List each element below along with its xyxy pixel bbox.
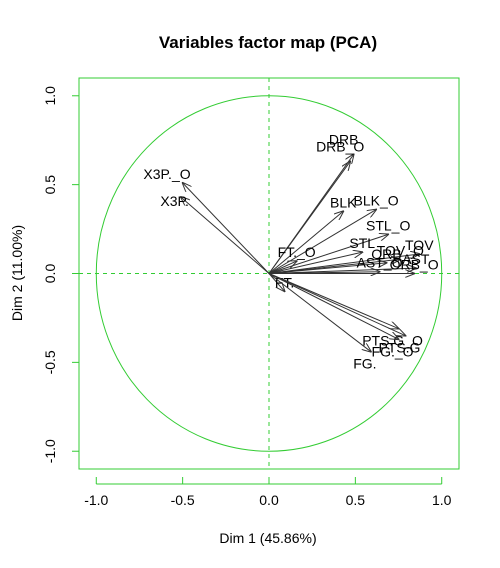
label-orb-o: ORB_O bbox=[390, 257, 439, 273]
label-x3p-o: X3P._O bbox=[143, 166, 190, 182]
y-tick-label: 0.5 bbox=[42, 175, 58, 195]
label-ft-o: FT._O bbox=[278, 244, 316, 260]
x-tick-label: -0.5 bbox=[171, 492, 195, 508]
arrow-x3p bbox=[181, 197, 270, 274]
arrow-ft-o bbox=[268, 261, 297, 274]
label-tov-o: TOV_O bbox=[377, 242, 424, 258]
label-stl-o: STL_O bbox=[366, 217, 410, 233]
arrow-ft bbox=[268, 273, 285, 292]
y-tick-label: -1.0 bbox=[42, 439, 58, 463]
y-tick-label: -0.5 bbox=[42, 350, 58, 374]
arrow-stl bbox=[268, 252, 362, 274]
x-tick-label: 0.0 bbox=[259, 492, 279, 508]
arrow-x3p-o bbox=[183, 183, 270, 274]
label-drb: DRB bbox=[329, 131, 359, 147]
x-tick-label: 0.5 bbox=[346, 492, 366, 508]
arrow-orb bbox=[268, 263, 386, 274]
y-axis-label: Dim 2 (11.00%) bbox=[9, 225, 25, 321]
arrow-pts-g bbox=[268, 273, 405, 336]
label-stl: STL bbox=[349, 235, 375, 251]
y-axis: -1.0 -0.5 0.0 0.5 1.0 bbox=[42, 86, 80, 463]
arrow-fg-o bbox=[268, 273, 399, 340]
x-tick-label: -1.0 bbox=[84, 492, 108, 508]
chart-title: Variables factor map (PCA) bbox=[159, 33, 377, 52]
label-fg-o: FG._O bbox=[372, 343, 414, 359]
x-axis: -1.0 -0.5 0.0 0.5 1.0 bbox=[84, 477, 452, 508]
label-blk-o: BLK_O bbox=[354, 193, 399, 209]
label-pts-g-o: PTS.G_O bbox=[362, 333, 423, 349]
x-axis-label: Dim 1 (45.86%) bbox=[219, 530, 316, 546]
x-tick-label: 1.0 bbox=[432, 492, 452, 508]
label-orb: ORB bbox=[371, 246, 401, 262]
arrow-blk bbox=[268, 211, 343, 274]
label-x3p: X3P. bbox=[160, 193, 189, 209]
label-fg: FG. bbox=[353, 356, 376, 372]
arrow-fg bbox=[268, 273, 371, 352]
label-blk: BLK bbox=[330, 194, 357, 210]
y-tick-label: 0.0 bbox=[42, 264, 58, 284]
arrow-pts-g-o bbox=[268, 273, 399, 329]
label-tov: TOV bbox=[405, 237, 434, 253]
label-ast-o: AST_O bbox=[357, 255, 403, 271]
label-ast: AST bbox=[402, 251, 430, 267]
label-pts-g: PTS.G bbox=[378, 340, 420, 356]
arrow-drb-o bbox=[268, 162, 350, 274]
y-tick-label: 1.0 bbox=[42, 86, 58, 106]
label-drb-o: DRB_O bbox=[316, 139, 364, 155]
